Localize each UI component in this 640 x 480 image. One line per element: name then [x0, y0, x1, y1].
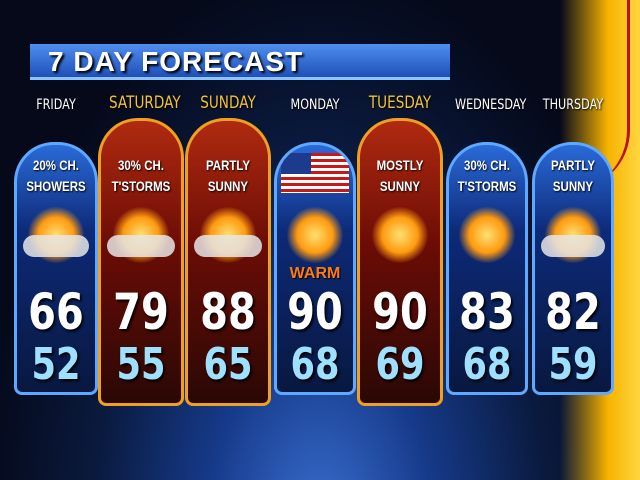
- day-label: FRIDAY: [36, 97, 76, 113]
- condition-line: PARTLY: [205, 157, 251, 173]
- high-temp: 90: [372, 283, 428, 341]
- high-temp: 90: [287, 283, 343, 341]
- day-label: TUESDAY: [368, 93, 432, 113]
- condition-line: SUNNY: [207, 178, 249, 194]
- forecast-panel: WARM 90 68: [274, 142, 356, 395]
- page-title: 7 DAY FORECAST: [48, 46, 304, 77]
- condition-line: SHOWERS: [26, 178, 86, 194]
- american-flag-icon: [281, 153, 349, 193]
- condition-line: 30% CH.: [118, 157, 164, 173]
- low-temp: 69: [375, 339, 425, 390]
- condition-line: T'STORMS: [111, 178, 171, 194]
- high-temp: 83: [459, 283, 515, 341]
- high-temp: 66: [28, 283, 84, 341]
- high-temp: 79: [113, 283, 169, 341]
- cloud-icon: [194, 235, 262, 257]
- forecast-panel: PARTLY SUNNY 88 65: [185, 118, 271, 406]
- condition-text: PARTLY SUNNY: [195, 155, 261, 197]
- low-temp: 65: [203, 339, 253, 390]
- cloud-icon: [541, 235, 605, 257]
- day-label: SATURDAY: [109, 93, 181, 113]
- sun-icon: [459, 207, 515, 263]
- condition-text: 20% CH. SHOWERS: [24, 155, 88, 197]
- condition-line: PARTLY: [550, 157, 596, 173]
- decorative-arc: [560, 0, 630, 190]
- condition-line: MOSTLY: [376, 157, 424, 173]
- forecast-panel: 30% CH. T'STORMS 83 68: [446, 142, 528, 395]
- low-temp: 68: [462, 339, 512, 390]
- mostly-sunny-icon: [372, 207, 428, 263]
- american-flag-icon: [287, 207, 343, 263]
- day-label: THURSDAY: [542, 97, 604, 113]
- high-temp: 82: [545, 283, 601, 341]
- warm-badge: WARM: [289, 265, 341, 282]
- condition-line: 30% CH.: [464, 157, 510, 173]
- cloud-icon: [23, 235, 89, 257]
- condition-line: T'STORMS: [457, 178, 517, 194]
- low-temp: 55: [116, 339, 166, 390]
- day-label: SUNDAY: [200, 93, 256, 113]
- forecast-panel: 20% CH. SHOWERS 66 52: [14, 142, 98, 395]
- forecast-panel: 30% CH. T'STORMS 79 55: [98, 118, 184, 406]
- condition-text: 30% CH. T'STORMS: [108, 155, 174, 197]
- low-temp: 59: [548, 339, 598, 390]
- low-temp: 52: [31, 339, 81, 390]
- condition-line: 20% CH.: [33, 157, 79, 173]
- condition-text: 30% CH. T'STORMS: [456, 155, 518, 197]
- title-bar: [30, 44, 450, 80]
- condition-text: PARTLY SUNNY: [542, 155, 604, 197]
- cloud-icon: [107, 235, 175, 257]
- day-label: MONDAY: [290, 97, 340, 113]
- condition-text: MOSTLY SUNNY: [367, 155, 433, 197]
- high-temp: 88: [200, 283, 256, 341]
- condition-line: SUNNY: [552, 178, 594, 194]
- forecast-panel: MOSTLY SUNNY 90 69: [357, 118, 443, 406]
- condition-line: SUNNY: [379, 178, 421, 194]
- low-temp: 68: [290, 339, 340, 390]
- day-label: WEDNESDAY: [455, 97, 527, 113]
- forecast-panel: PARTLY SUNNY 82 59: [532, 142, 614, 395]
